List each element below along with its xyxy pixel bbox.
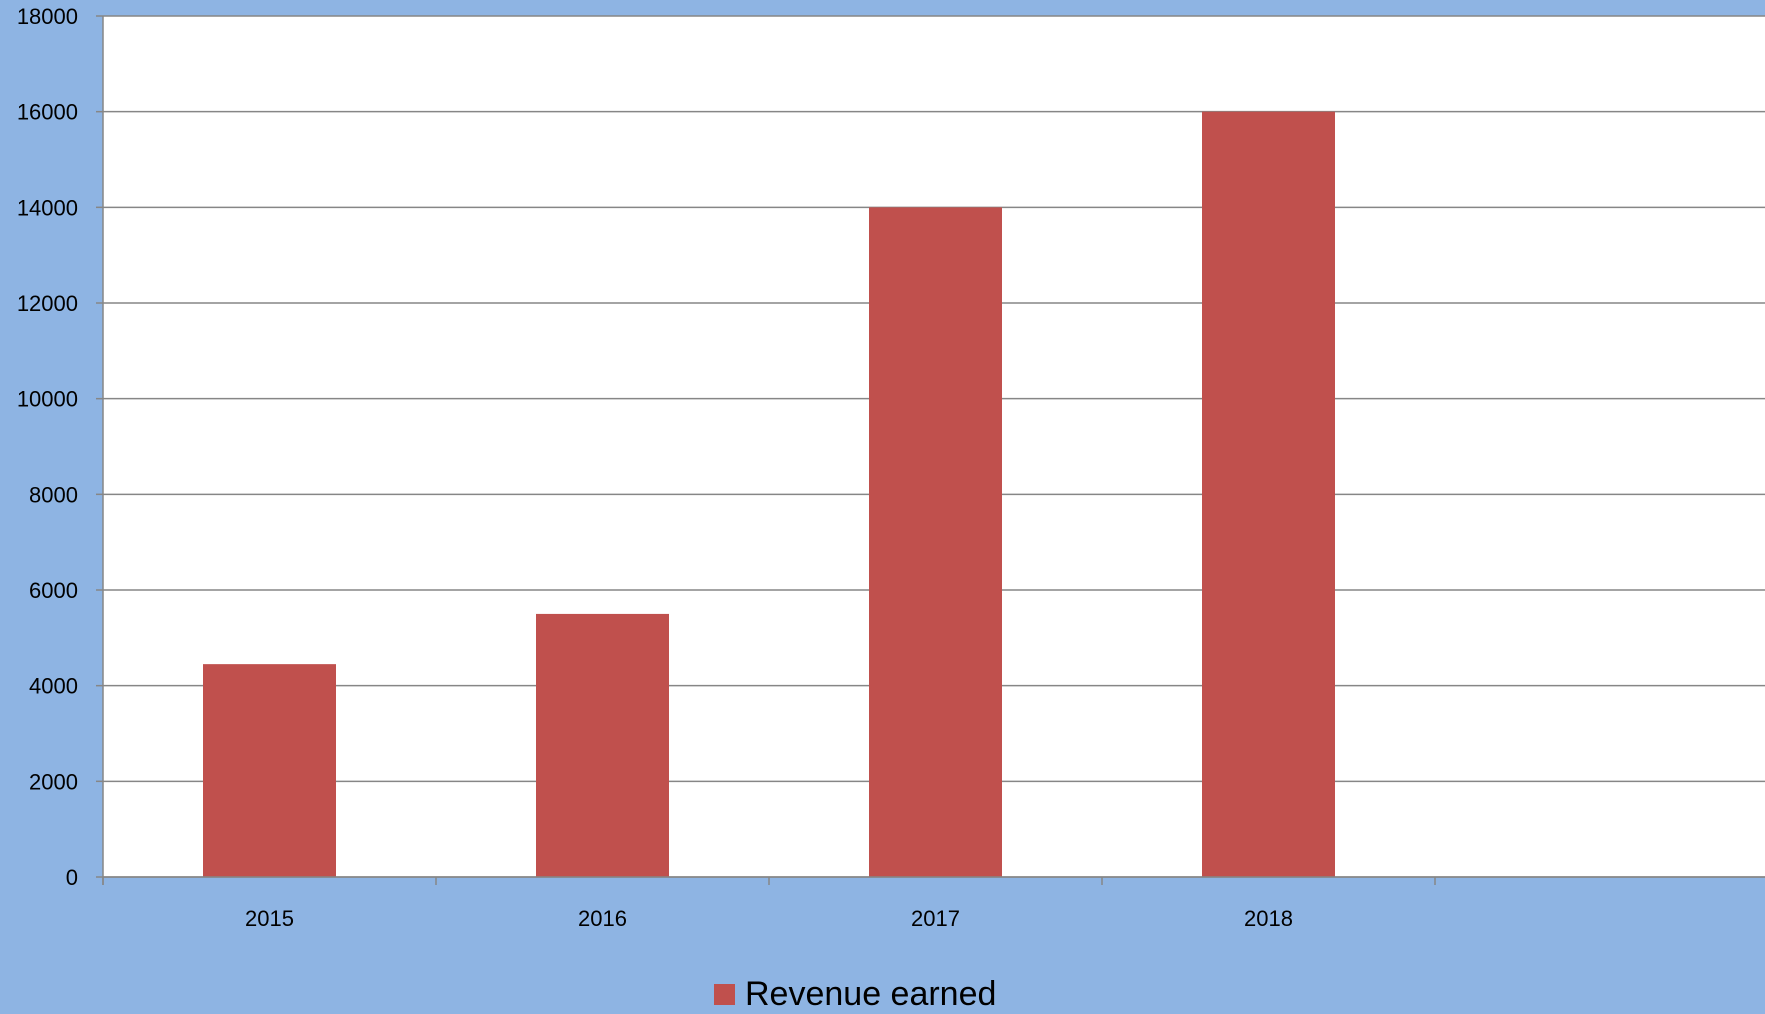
y-tick-label: 2000 [29, 769, 78, 794]
bar-2017 [869, 207, 1002, 878]
x-tick-label: 2018 [1244, 906, 1293, 931]
bar-2015 [203, 664, 336, 877]
bar-2016 [536, 613, 669, 877]
y-tick-labels: 0 2000 4000 6000 8000 10000 12000 14000 16000 180… [17, 4, 78, 890]
x-tick-label: 2016 [578, 906, 627, 931]
bar-2018 [1202, 111, 1335, 877]
y-tick-label: 14000 [17, 195, 78, 220]
axes [102, 16, 1765, 885]
bars [203, 111, 1335, 878]
y-tick-label: 12000 [17, 291, 78, 316]
y-tick-label: 0 [66, 865, 78, 890]
y-tick-label: 18000 [17, 4, 78, 29]
y-tick-label: 8000 [29, 482, 78, 507]
legend-label: Revenue earned [745, 975, 996, 1013]
x-tick-label: 2015 [245, 906, 294, 931]
y-tick-label: 4000 [29, 674, 78, 699]
x-tick-label: 2017 [911, 906, 960, 931]
legend: Revenue earned [714, 975, 996, 1013]
x-tick-labels: 2015 2016 2017 2018 [245, 906, 1293, 931]
y-tick-label: 6000 [29, 578, 78, 603]
y-tick-label: 10000 [17, 387, 78, 412]
y-tick-label: 16000 [17, 100, 78, 125]
legend-swatch [714, 984, 735, 1005]
